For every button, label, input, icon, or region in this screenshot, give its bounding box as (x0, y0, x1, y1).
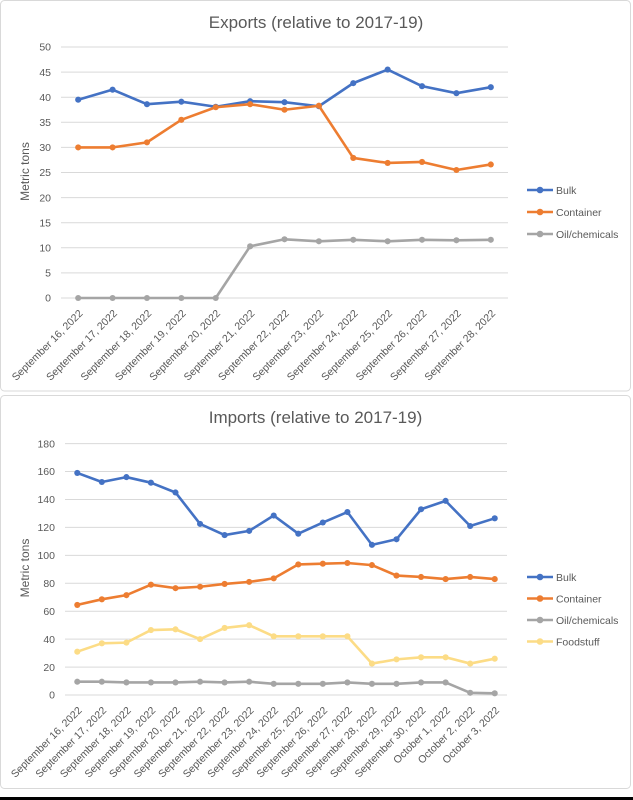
svg-text:20: 20 (39, 192, 51, 204)
svg-text:40: 40 (43, 634, 55, 646)
svg-text:35: 35 (39, 117, 51, 129)
svg-text:Exports (relative to 2017-19): Exports (relative to 2017-19) (209, 13, 424, 32)
svg-text:180: 180 (37, 438, 55, 450)
svg-text:160: 160 (37, 466, 55, 478)
svg-text:50: 50 (39, 42, 51, 54)
svg-text:120: 120 (37, 522, 55, 534)
svg-text:Bulk: Bulk (556, 185, 577, 197)
svg-text:30: 30 (39, 142, 51, 154)
svg-text:Imports (relative to 2017-19): Imports (relative to 2017-19) (209, 408, 423, 427)
svg-text:Metric tons: Metric tons (18, 539, 32, 598)
svg-text:60: 60 (43, 606, 55, 618)
svg-text:5: 5 (45, 268, 51, 280)
svg-text:Bulk: Bulk (556, 572, 577, 584)
svg-text:Metric tons: Metric tons (18, 142, 32, 201)
svg-text:25: 25 (39, 167, 51, 179)
svg-text:80: 80 (43, 578, 55, 590)
svg-text:100: 100 (37, 550, 55, 562)
svg-text:0: 0 (49, 690, 55, 702)
svg-text:Oil/chemicals: Oil/chemicals (556, 229, 618, 241)
svg-text:Container: Container (556, 207, 602, 219)
svg-text:15: 15 (39, 217, 51, 229)
svg-text:40: 40 (39, 92, 51, 104)
svg-text:10: 10 (39, 243, 51, 255)
svg-text:140: 140 (37, 494, 55, 506)
svg-text:20: 20 (43, 662, 55, 674)
svg-text:Container: Container (556, 593, 602, 605)
svg-text:Foodstuff: Foodstuff (556, 636, 600, 648)
svg-text:45: 45 (39, 67, 51, 79)
svg-text:Oil/chemicals: Oil/chemicals (556, 615, 618, 627)
svg-text:0: 0 (45, 293, 51, 305)
